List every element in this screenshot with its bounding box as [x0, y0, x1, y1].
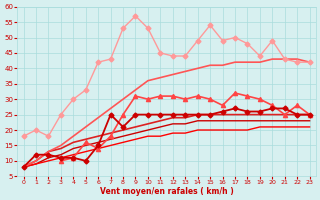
X-axis label: Vent moyen/en rafales ( km/h ): Vent moyen/en rafales ( km/h ) [100, 187, 234, 196]
